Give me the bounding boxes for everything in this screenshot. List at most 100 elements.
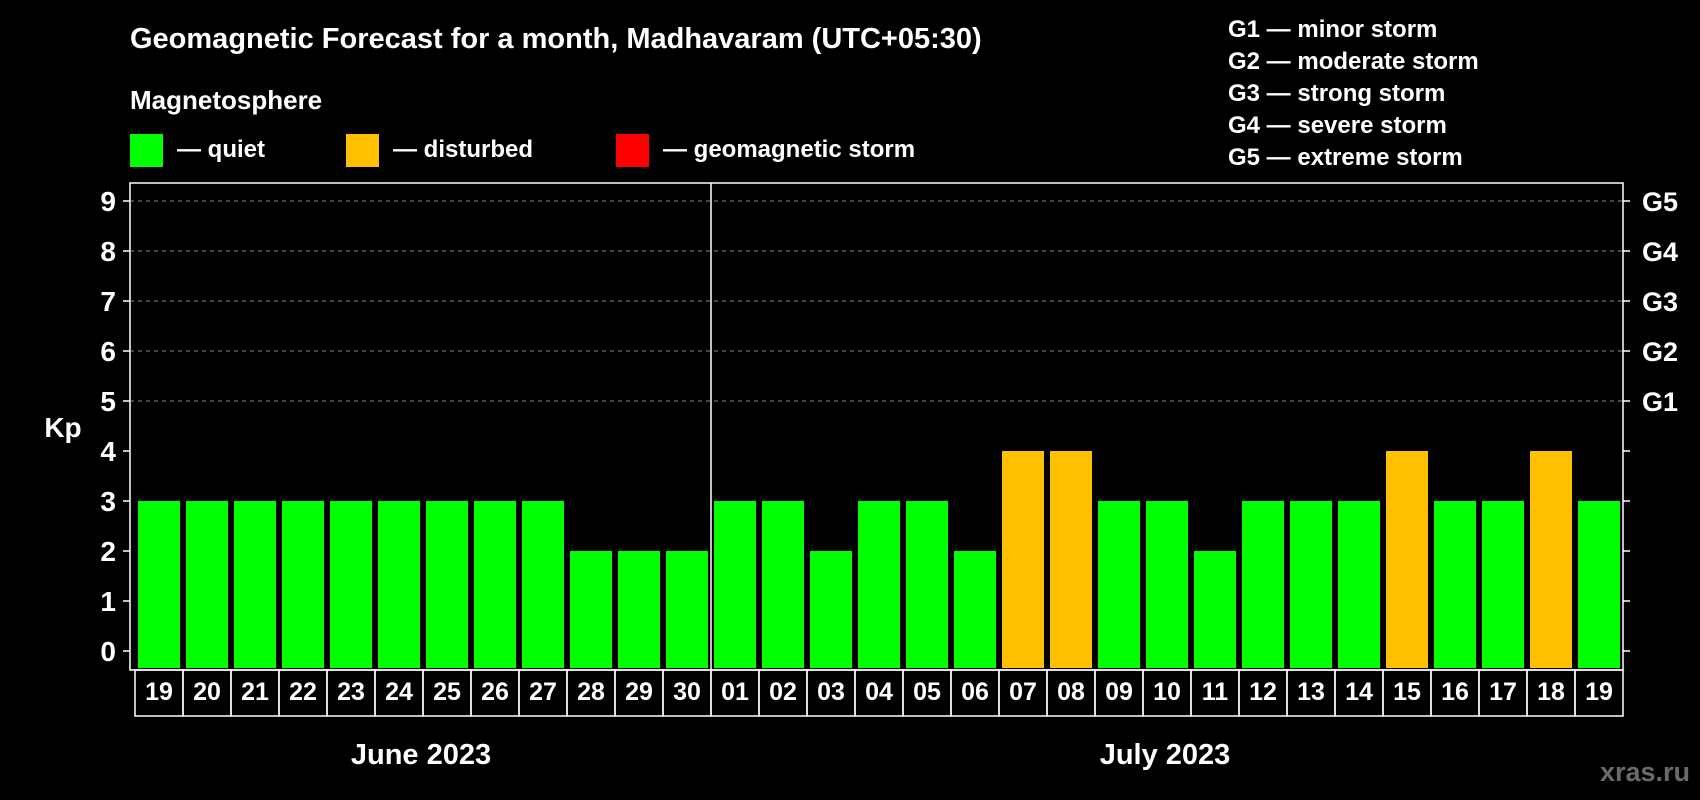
bar-13 <box>714 501 756 668</box>
month-labels: June 2023 July 2023 <box>351 739 1230 771</box>
bar-11 <box>618 551 660 668</box>
bar-4 <box>282 501 324 668</box>
date-label-23: 11 <box>1202 678 1229 706</box>
legend-label-1: — quiet <box>177 136 265 163</box>
storm-scale-item-3: G3 — strong storm <box>1228 80 1445 107</box>
date-label-5: 23 <box>337 678 365 706</box>
date-cell-31 <box>1574 669 1624 717</box>
bar-6 <box>378 501 420 668</box>
date-label-14: 02 <box>769 678 797 706</box>
date-label-25: 13 <box>1297 678 1325 706</box>
g-scale-axis: G1 G2 G3 G4 G5 <box>1642 187 1678 417</box>
y-tick-label-5: 5 <box>100 386 116 417</box>
x-axis: 19 20 21 22 23 24 25 26 27 28 29 30 01 02 03 04 05 06 07 08… <box>134 669 1624 717</box>
bar-5 <box>330 501 372 668</box>
date-label-21: 09 <box>1105 678 1133 706</box>
date-label-6: 24 <box>385 678 413 706</box>
chart-title: Geomagnetic Forecast for a month, Madhav… <box>130 23 982 55</box>
bar-29 <box>1482 501 1524 668</box>
y-tick-label-0: 0 <box>100 636 116 667</box>
bar-25 <box>1290 501 1332 668</box>
date-label-18: 06 <box>961 678 989 706</box>
date-label-28: 16 <box>1441 678 1469 706</box>
legend-swatch-2 <box>346 134 379 167</box>
date-label-22: 10 <box>1153 678 1181 706</box>
bar-31 <box>1578 501 1620 668</box>
bar-19 <box>1002 451 1044 668</box>
bar-22 <box>1146 501 1188 668</box>
y-axis: 0 1 2 3 4 5 6 7 8 9 <box>100 186 1630 667</box>
bar-16 <box>858 501 900 668</box>
bar-30 <box>1530 451 1572 668</box>
bars <box>138 451 1620 668</box>
month-label-2: July 2023 <box>1100 739 1231 771</box>
bar-21 <box>1098 501 1140 668</box>
y-tick-label-9: 9 <box>100 186 116 217</box>
date-label-11: 29 <box>625 678 653 706</box>
date-label-16: 04 <box>865 678 893 706</box>
storm-scale-item-2: G2 — moderate storm <box>1228 48 1479 75</box>
month-label-1: June 2023 <box>351 739 491 771</box>
date-label-7: 25 <box>433 678 461 706</box>
y-tick-label-7: 7 <box>100 286 116 317</box>
bar-1 <box>138 501 180 668</box>
legend-label-2: — disturbed <box>393 136 533 163</box>
g-axis-label-5: G5 <box>1642 187 1678 217</box>
bar-23 <box>1194 551 1236 668</box>
date-label-8: 26 <box>481 678 509 706</box>
g-axis-label-3: G3 <box>1642 287 1678 317</box>
g-axis-label-1: G1 <box>1642 387 1678 417</box>
bar-12 <box>666 551 708 668</box>
date-label-24: 12 <box>1249 678 1277 706</box>
bar-3 <box>234 501 276 668</box>
bar-10 <box>570 551 612 668</box>
g-axis-label-2: G2 <box>1642 337 1678 367</box>
bar-7 <box>426 501 468 668</box>
y-tick-label-6: 6 <box>100 336 116 367</box>
bar-8 <box>474 501 516 668</box>
y-axis-label: Kp <box>44 412 81 443</box>
legend: — quiet — disturbed — geomagnetic storm <box>130 134 915 167</box>
bar-14 <box>762 501 804 668</box>
y-tick-label-3: 3 <box>100 486 116 517</box>
date-label-27: 15 <box>1393 678 1421 706</box>
date-label-15: 03 <box>817 678 845 706</box>
bar-2 <box>186 501 228 668</box>
y-tick-label-4: 4 <box>100 436 116 467</box>
date-label-1: 19 <box>145 678 173 706</box>
legend-swatch-1 <box>130 134 163 167</box>
storm-scale-legend: G1 — minor storm G2 — moderate storm G3 — … <box>1228 16 1479 171</box>
storm-scale-item-5: G5 — extreme storm <box>1228 144 1463 171</box>
bar-9 <box>522 501 564 668</box>
date-label-10: 28 <box>577 678 605 706</box>
date-label-2: 20 <box>193 678 221 706</box>
storm-scale-item-4: G4 — severe storm <box>1228 112 1447 139</box>
date-label-31: 19 <box>1585 678 1613 706</box>
bar-17 <box>906 501 948 668</box>
date-label-13: 01 <box>721 678 749 706</box>
bar-20 <box>1050 451 1092 668</box>
bar-28 <box>1434 501 1476 668</box>
bar-18 <box>954 551 996 668</box>
y-tick-label-1: 1 <box>100 586 116 617</box>
g-axis-label-4: G4 <box>1642 237 1678 267</box>
bar-26 <box>1338 501 1380 668</box>
storm-scale-item-1: G1 — minor storm <box>1228 16 1437 43</box>
date-label-9: 27 <box>529 678 557 706</box>
legend-swatch-3 <box>616 134 649 167</box>
date-label-20: 08 <box>1057 678 1085 706</box>
date-label-30: 18 <box>1537 678 1565 706</box>
date-label-29: 17 <box>1489 678 1517 706</box>
y-tick-label-2: 2 <box>100 536 116 567</box>
legend-label-3: — geomagnetic storm <box>663 136 915 163</box>
bar-24 <box>1242 501 1284 668</box>
date-label-19: 07 <box>1009 678 1037 706</box>
date-label-3: 21 <box>241 678 269 706</box>
grid-lines <box>130 200 1623 402</box>
date-label-12: 30 <box>673 678 701 706</box>
bar-15 <box>810 551 852 668</box>
watermark: xras.ru <box>1600 757 1690 787</box>
date-label-26: 14 <box>1345 678 1373 706</box>
date-label-17: 05 <box>913 678 941 706</box>
